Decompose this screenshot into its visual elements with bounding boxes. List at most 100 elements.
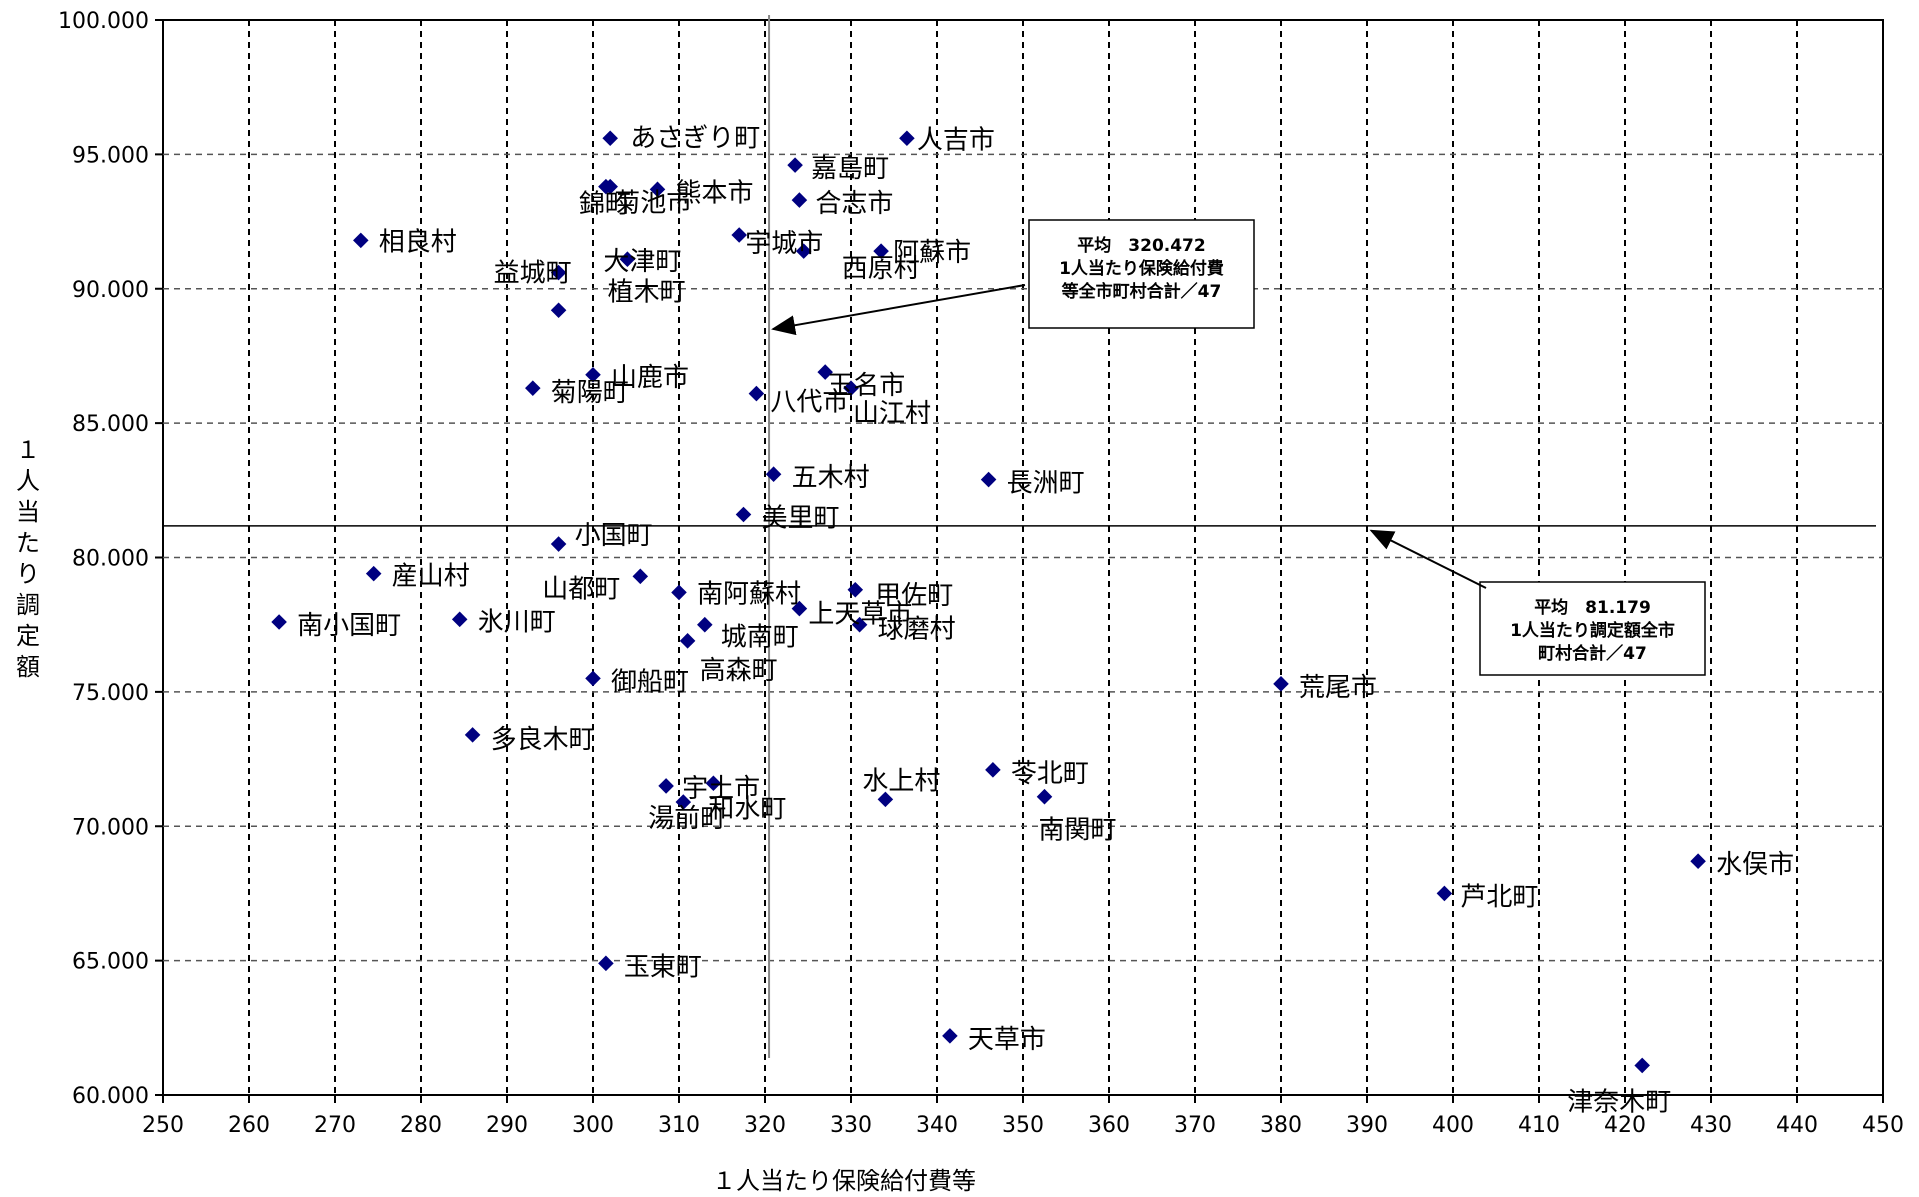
data-point xyxy=(851,616,868,633)
point-label: 山都町 xyxy=(542,574,620,604)
point-label: 水上村 xyxy=(862,766,940,796)
y-tick-label: 65.000 xyxy=(72,950,149,975)
y-axis-title-char: た xyxy=(16,529,40,557)
point-label: 産山村 xyxy=(392,562,470,592)
data-point xyxy=(787,157,803,173)
point-label: 美里町 xyxy=(762,504,840,534)
point-label: 氷川町 xyxy=(478,607,556,637)
x-tick-label: 270 xyxy=(314,1113,356,1138)
annotation-line: 町村合計／47 xyxy=(1538,643,1647,664)
point-label: 玉名市 xyxy=(827,371,905,401)
point-label: 宇土市 xyxy=(682,774,760,804)
data-point xyxy=(602,130,618,147)
data-point xyxy=(847,581,864,598)
annotation-arrow xyxy=(1369,529,1487,589)
y-axis-title-char: 定 xyxy=(16,622,40,650)
data-point xyxy=(1436,885,1453,902)
data-point xyxy=(877,791,894,808)
y-axis-title: １ 人当たり調定額 xyxy=(16,436,40,681)
data-point xyxy=(1273,676,1289,692)
point-label: 和水町 xyxy=(708,794,786,824)
x-tick-label: 360 xyxy=(1088,1113,1130,1138)
data-point xyxy=(791,600,808,617)
point-label: 錦町 xyxy=(579,190,631,220)
annotation-line: 1人当たり調定額全市 xyxy=(1510,620,1675,641)
data-point xyxy=(697,616,713,633)
x-tick-label: 410 xyxy=(1518,1113,1560,1138)
data-point xyxy=(985,762,1001,778)
data-point xyxy=(598,955,614,972)
annotation-arrow xyxy=(771,284,1026,336)
x-axis-title: １人当たり保険給付費等 xyxy=(712,1167,976,1195)
data-point xyxy=(791,192,808,208)
point-label: 熊本市 xyxy=(676,178,754,208)
data-point xyxy=(873,243,889,259)
x-tick-label: 340 xyxy=(916,1113,958,1138)
data-point xyxy=(679,633,696,649)
data-point xyxy=(795,243,812,259)
x-tick-label: 320 xyxy=(744,1113,786,1138)
point-label: 人吉市 xyxy=(917,125,995,155)
x-tick-label: 400 xyxy=(1432,1113,1474,1138)
x-tick-label: 420 xyxy=(1604,1113,1646,1138)
point-label: 苓北町 xyxy=(1011,759,1089,789)
y-tick-label: 95.000 xyxy=(72,143,149,168)
y-axis-title-char: 調 xyxy=(16,591,40,619)
annotation-line: 平均 81.179 xyxy=(1534,597,1651,618)
y-axis-title-char: 人 xyxy=(16,467,40,495)
x-tick-labels: 250 260 270 280 290 300 310 320 330 340 350 360 370 3… xyxy=(142,1095,1904,1138)
point-label: あさぎり町 xyxy=(630,123,760,153)
point-label: 多良木町 xyxy=(491,725,595,755)
point-label: 八代市 xyxy=(770,388,848,418)
point-label: 御船町 xyxy=(611,667,689,697)
point-label: 大津町 xyxy=(603,247,681,277)
point-label: 益城町 xyxy=(494,259,572,289)
x-tick-label: 300 xyxy=(572,1113,614,1138)
y-tick-label: 80.000 xyxy=(72,547,149,572)
y-axis-title-char: 額 xyxy=(16,653,40,681)
point-label: 球磨村 xyxy=(878,615,956,645)
x-tick-label: 350 xyxy=(1002,1113,1044,1138)
x-tick-label: 280 xyxy=(400,1113,442,1138)
point-label: 芦北町 xyxy=(1460,882,1538,912)
x-tick-label: 310 xyxy=(658,1113,700,1138)
y-tick-label: 100.000 xyxy=(58,9,149,34)
data-point xyxy=(585,670,601,687)
x-tick-label: 380 xyxy=(1260,1113,1302,1138)
x-tick-label: 260 xyxy=(228,1113,270,1138)
y-tick-label: 60.000 xyxy=(72,1084,149,1109)
y-axis-title-char: 当 xyxy=(16,498,40,526)
data-point xyxy=(1634,1057,1650,1074)
point-label: 玉東町 xyxy=(624,952,702,982)
point-label: 城南町 xyxy=(721,623,799,653)
y-tick-labels: 60.000 65.000 70.000 75.000 80.000 85.000 90.0… xyxy=(58,9,163,1109)
grid-lines xyxy=(163,20,1883,1095)
data-point xyxy=(632,568,649,585)
point-label: 南関町 xyxy=(1039,816,1117,846)
data-point xyxy=(671,584,687,601)
y-tick-label: 90.000 xyxy=(72,278,149,303)
data-point xyxy=(731,227,747,243)
data-point xyxy=(705,775,722,792)
point-label: 合志市 xyxy=(815,189,893,219)
point-label: 高森町 xyxy=(700,656,778,686)
x-tick-label: 430 xyxy=(1690,1113,1732,1138)
point-label: 西原村 xyxy=(842,254,920,284)
point-label: 湯前町 xyxy=(648,804,726,834)
annotation-line: 等全市町村合計／47 xyxy=(1062,281,1222,302)
point-label: 菊池市 xyxy=(614,189,692,219)
annotation-box xyxy=(1028,219,1255,329)
point-label: 水俣市 xyxy=(1716,850,1794,880)
y-axis-title-char: １ xyxy=(16,436,40,464)
data-point xyxy=(550,536,567,552)
point-label: 五木村 xyxy=(792,463,870,493)
x-tick-label: 440 xyxy=(1776,1113,1818,1138)
point-label: 荒尾市 xyxy=(1299,673,1377,703)
annotation-line: 1人当たり保険給付費 xyxy=(1059,258,1224,279)
point-label: 植木町 xyxy=(608,277,686,307)
point-label: 阿蘇市 xyxy=(893,238,971,268)
reference-lines xyxy=(163,15,1876,1058)
y-tick-label: 85.000 xyxy=(72,412,149,437)
